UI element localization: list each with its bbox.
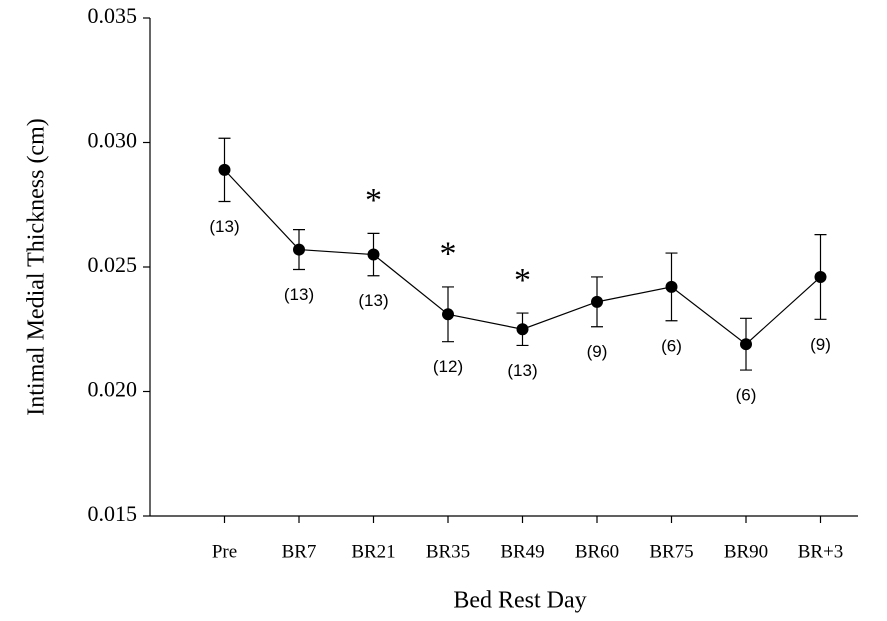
x-tick-label: BR+3 [798, 541, 844, 562]
n-label: (13) [209, 217, 239, 236]
point [218, 163, 231, 176]
n-label: (9) [587, 342, 608, 361]
point [665, 280, 678, 293]
n-label: (13) [284, 285, 314, 304]
x-tick-label: BR60 [575, 541, 619, 562]
point [814, 270, 827, 283]
x-tick-label: Pre [212, 541, 237, 562]
point [367, 248, 380, 261]
y-tick-label: 0.015 [88, 501, 138, 526]
x-tick-label: BR7 [282, 541, 317, 562]
point [293, 243, 305, 256]
x-tick-label: BR21 [351, 541, 395, 562]
significance-mark: * [514, 262, 531, 299]
x-tick-label: BR90 [724, 541, 768, 562]
point [442, 308, 454, 321]
point [591, 295, 603, 308]
significance-mark: * [365, 182, 382, 219]
x-tick-label: BR35 [426, 541, 470, 562]
x-axis-label: Bed Rest Day [453, 588, 586, 614]
n-label: (9) [810, 335, 831, 354]
point [740, 338, 752, 351]
x-tick-label: BR75 [649, 541, 693, 562]
y-tick-label: 0.020 [88, 377, 138, 402]
y-tick-label: 0.025 [88, 252, 138, 277]
y-axis-label: Intimal Medial Thickness (cm) [24, 118, 50, 415]
y-tick-label: 0.030 [88, 128, 138, 153]
n-label: (6) [736, 386, 757, 405]
n-label: (12) [433, 357, 463, 376]
x-tick-label: BR49 [500, 541, 544, 562]
point [516, 323, 529, 336]
n-label: (13) [358, 291, 388, 310]
significance-mark: * [440, 236, 457, 273]
y-tick-label: 0.035 [88, 3, 138, 28]
n-label: (13) [507, 361, 537, 380]
n-label: (6) [661, 336, 682, 355]
